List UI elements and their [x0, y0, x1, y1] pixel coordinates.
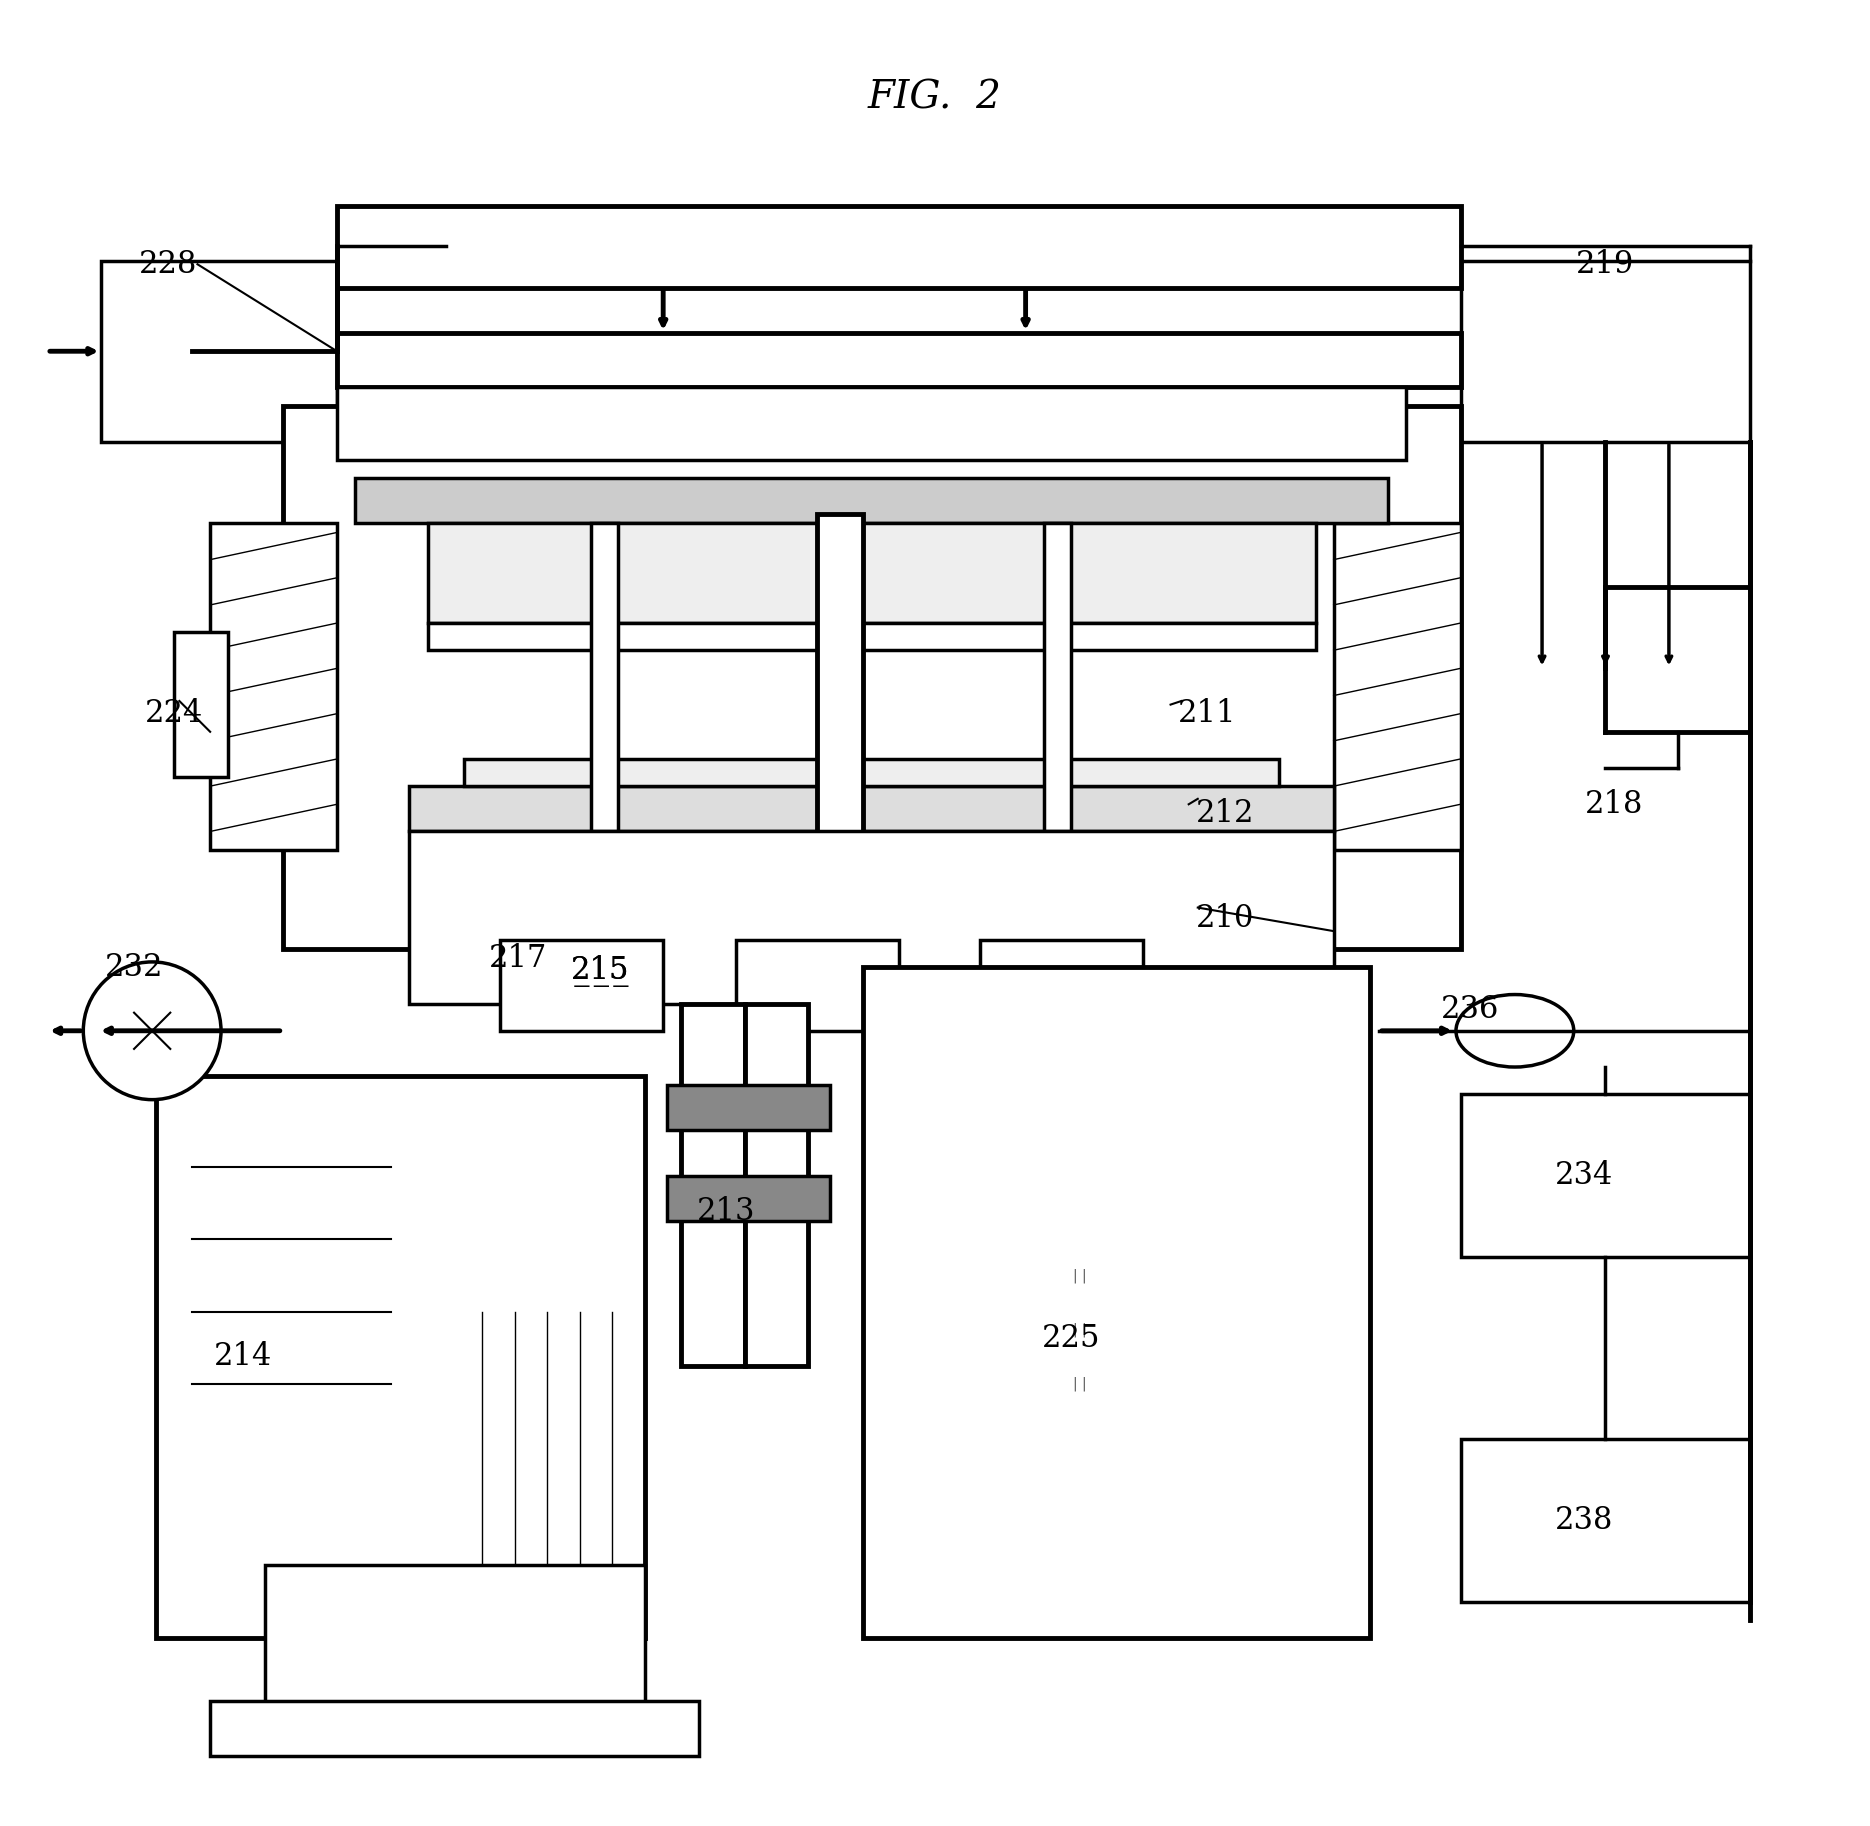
Bar — [209, 524, 337, 849]
Bar — [337, 332, 1460, 387]
Text: | |: | | — [1073, 1322, 1086, 1337]
Bar — [862, 968, 1371, 1638]
Bar — [735, 940, 899, 1032]
Text: | |: | | — [1073, 1377, 1086, 1391]
Bar — [1043, 524, 1072, 831]
Bar — [264, 1565, 645, 1711]
Text: 214: 214 — [213, 1342, 271, 1373]
Text: 219: 219 — [1576, 248, 1634, 279]
Ellipse shape — [1457, 995, 1575, 1066]
Text: 232: 232 — [105, 951, 163, 982]
Bar — [101, 261, 337, 442]
Text: 2̲1̲5̲: 2̲1̲5̲ — [570, 955, 628, 988]
Bar — [681, 1004, 744, 1366]
Bar — [337, 206, 1460, 289]
Bar — [337, 387, 1406, 460]
Text: 225: 225 — [1042, 1324, 1100, 1355]
Bar — [980, 940, 1143, 1032]
Bar — [668, 1176, 830, 1222]
Bar — [428, 524, 1315, 623]
Bar — [355, 478, 1388, 524]
Text: 215: 215 — [570, 955, 628, 986]
Bar — [410, 787, 1333, 831]
Text: 236: 236 — [1440, 993, 1498, 1024]
Text: 234: 234 — [1554, 1160, 1612, 1191]
Bar — [1460, 1094, 1750, 1258]
Text: 210: 210 — [1195, 902, 1255, 933]
Bar — [155, 1076, 645, 1638]
Bar — [817, 515, 862, 950]
Bar — [282, 405, 1460, 950]
Text: 211: 211 — [1178, 698, 1236, 729]
Text: 213: 213 — [698, 1196, 755, 1227]
Bar — [499, 940, 664, 1032]
Text: 224: 224 — [144, 698, 204, 729]
Bar — [410, 831, 1333, 1004]
Bar — [1460, 1439, 1750, 1601]
Text: 238: 238 — [1554, 1505, 1614, 1536]
Bar — [1460, 261, 1750, 442]
Text: 228: 228 — [138, 248, 198, 279]
Text: 212: 212 — [1195, 798, 1255, 829]
Bar — [464, 760, 1279, 787]
Bar — [428, 623, 1315, 650]
Text: FIG.  2: FIG. 2 — [868, 79, 1002, 117]
Circle shape — [84, 962, 221, 1099]
Bar — [209, 1702, 699, 1755]
Bar — [668, 1085, 830, 1130]
Bar — [591, 524, 617, 831]
Text: | |: | | — [1073, 1269, 1086, 1282]
Bar — [1333, 524, 1460, 849]
Text: 217: 217 — [490, 942, 548, 973]
Text: 218: 218 — [1586, 789, 1644, 820]
Bar — [744, 1004, 808, 1366]
Bar — [174, 632, 228, 778]
